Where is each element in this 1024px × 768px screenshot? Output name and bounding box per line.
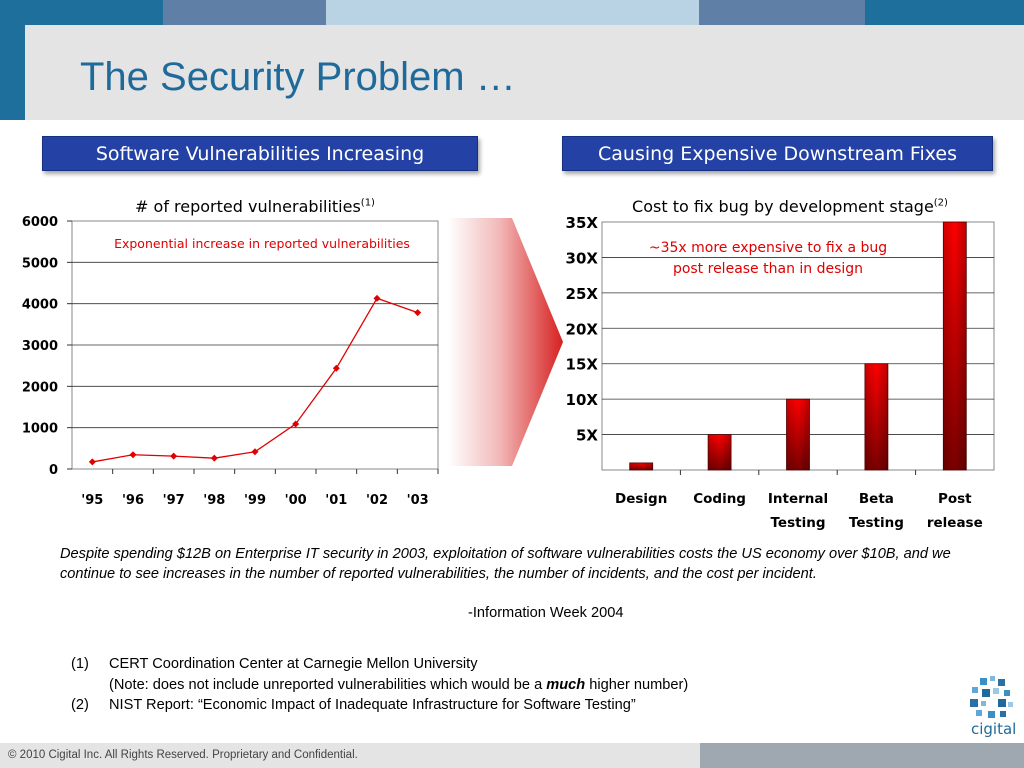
- footnote-2-marker: (2): [71, 697, 89, 713]
- x-tick-label: '96: [122, 493, 144, 508]
- right-chart-annotation-line2: post release than in design: [673, 261, 863, 277]
- y-tick-label: 3000: [22, 339, 58, 354]
- x-tick-label: Beta: [859, 491, 894, 507]
- y-tick-label: 6000: [22, 215, 58, 230]
- bar-shading: [864, 363, 888, 470]
- y-tick-label: 5X: [576, 427, 598, 445]
- data-point: [210, 454, 218, 462]
- footnote-1-note: (Note: does not include unreported vulne…: [109, 677, 689, 693]
- x-tick-label: release: [927, 515, 983, 531]
- y-tick-label: 30X: [566, 249, 599, 267]
- x-tick-label: Testing: [771, 515, 826, 531]
- slide-title: The Security Problem …: [80, 55, 516, 99]
- x-tick-label: Post: [938, 491, 972, 507]
- right-chart-annotation-line1: ~35x more expensive to fix a bug: [649, 240, 887, 256]
- data-point: [292, 420, 300, 428]
- bar-shading: [943, 222, 967, 470]
- x-tick-label: Coding: [693, 491, 746, 507]
- footer-copyright: © 2010 Cigital Inc. All Rights Reserved.…: [8, 749, 358, 761]
- data-point: [414, 309, 422, 317]
- data-point: [129, 451, 137, 459]
- y-tick-label: 35X: [566, 214, 599, 232]
- y-tick-label: 20X: [566, 320, 599, 338]
- left-section-header: Software Vulnerabilities Increasing: [42, 136, 478, 171]
- x-tick-label: '00: [285, 493, 307, 508]
- footnote-2-text: NIST Report: “Economic Impact of Inadequ…: [109, 697, 636, 713]
- data-point: [373, 294, 381, 302]
- bar-shading: [708, 434, 732, 470]
- footer-accent: [700, 743, 1024, 768]
- y-tick-label: 1000: [22, 422, 58, 437]
- x-tick-label: '95: [81, 493, 103, 508]
- y-tick-label: 2000: [22, 380, 58, 395]
- data-point: [170, 452, 178, 460]
- x-tick-label: '98: [203, 493, 225, 508]
- left-chart-annotation: Exponential increase in reported vulnera…: [114, 236, 410, 251]
- y-tick-label: 0: [49, 463, 58, 478]
- y-tick-label: 10X: [566, 391, 599, 409]
- x-tick-label: '97: [163, 493, 185, 508]
- y-tick-label: 4000: [22, 298, 58, 313]
- logo-text: cigital: [971, 720, 1017, 738]
- footnote-1-text: CERT Coordination Center at Carnegie Mel…: [109, 656, 478, 672]
- quote-text: Despite spending $12B on Enterprise IT s…: [60, 546, 951, 582]
- right-section-header: Causing Expensive Downstream Fixes: [562, 136, 993, 171]
- x-tick-label: Testing: [849, 515, 904, 531]
- top-color-bar: [0, 0, 1024, 25]
- y-tick-label: 5000: [22, 256, 58, 271]
- data-point: [251, 448, 259, 456]
- x-tick-label: '01: [325, 493, 347, 508]
- left-chart-title: # of reported vulnerabilities(1): [135, 197, 375, 216]
- x-tick-label: '03: [407, 493, 429, 508]
- data-point: [88, 458, 96, 466]
- bar-shading: [786, 399, 810, 470]
- cigital-logo-icon: [970, 676, 1013, 718]
- x-tick-label: '02: [366, 493, 388, 508]
- left-accent-bar: [0, 25, 25, 120]
- x-tick-label: Internal: [768, 491, 828, 507]
- title-band: [25, 25, 1024, 120]
- quote-source: -Information Week 2004: [468, 605, 624, 621]
- data-point: [332, 364, 340, 372]
- right-chart-title: Cost to fix bug by development stage(2): [632, 197, 948, 216]
- y-tick-label: 25X: [566, 285, 599, 303]
- footnote-1-marker: (1): [71, 656, 89, 672]
- x-tick-label: Design: [615, 491, 667, 507]
- bar-shading: [629, 462, 653, 470]
- x-tick-label: '99: [244, 493, 266, 508]
- y-tick-label: 15X: [566, 356, 599, 374]
- transition-arrow: [448, 218, 563, 466]
